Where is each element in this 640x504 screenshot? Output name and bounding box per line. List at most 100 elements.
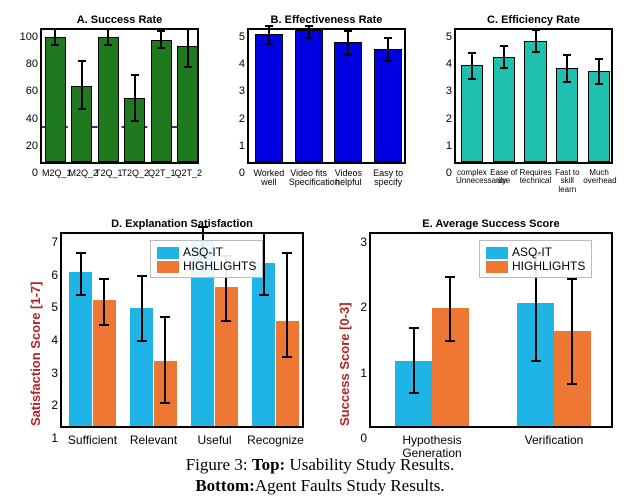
error-cap [344,30,352,32]
ytick: 2 [239,113,249,125]
ytick: 3 [239,85,249,97]
xtick: Fast toskill learn [551,169,583,194]
xtick: Videoshelpful [329,169,369,188]
error-bar [598,59,600,85]
ytick: 0 [32,167,42,179]
error-cap [78,108,86,110]
error-cap [221,320,231,322]
caption-line-2: Bottom:Agent Faults Study Results. [0,476,640,496]
xtick: complexUnnecessarily [456,169,488,186]
xtick: Requirestechnical [520,169,552,186]
bar [524,41,546,162]
xtick: T2Q_2 [122,169,149,178]
ytick: 2 [446,113,456,125]
error-cap [282,252,292,254]
ytick: 1 [446,140,456,152]
error-cap [76,294,86,296]
error-bar [571,279,573,384]
error-bar [134,75,136,121]
ylabel-D: Satisfaction Score [1-7] [28,230,43,426]
legend-swatch [157,247,179,259]
ytick: 1 [360,366,371,380]
panel-C: C. Efficiency Rate012345complexUnnecessa… [454,28,613,164]
error-cap [78,60,86,62]
error-bar [471,53,473,79]
ytick: 100 [20,31,42,43]
ytick: 6 [51,268,62,282]
legend-item: HIGHLIGHTS [486,259,585,273]
xtick: Relevant [123,434,184,447]
error-bar [54,29,56,45]
ytick: 40 [26,113,42,125]
error-cap [131,120,139,122]
legend-label: HIGHLIGHTS [183,259,256,273]
error-bar [107,29,109,45]
error-cap [532,51,540,53]
error-cap [131,74,139,76]
error-cap [563,54,571,56]
legend-label: HIGHLIGHTS [512,259,585,273]
xtick: Useful [184,434,245,447]
error-bar [449,277,451,341]
error-bar [503,46,505,68]
legend-item: ASQ-IT [157,245,256,259]
error-cap [137,275,147,277]
xtick: Recognize [245,434,306,447]
error-cap [305,25,313,27]
error-cap [468,52,476,54]
error-cap [567,278,577,280]
error-cap [445,276,455,278]
error-cap [160,316,170,318]
error-bar [268,26,270,44]
bar [151,40,172,162]
error-cap [305,37,313,39]
panel-title-E: E. Average Success Score [371,218,611,230]
error-bar [286,253,288,358]
ytick: 4 [446,58,456,70]
ytick: 1 [239,140,249,152]
error-cap [99,324,109,326]
error-cap [265,25,273,27]
xtick: T2Q_1 [95,169,122,178]
ytick: 2 [360,300,371,314]
error-cap [198,226,208,228]
bar [98,37,119,162]
bar [45,37,66,162]
ytick: 5 [446,31,456,43]
error-cap [445,340,455,342]
ytick: 80 [26,58,42,70]
xtick: Q2T_2 [175,169,202,178]
error-cap [104,28,112,30]
bar [255,34,283,162]
xtick: Workedwell [249,169,289,188]
figure: A. Success Rate020406080100M2Q_1M2Q_2T2Q… [0,0,640,504]
ytick: 3 [51,366,62,380]
error-cap [157,30,165,32]
error-cap [409,392,419,394]
error-bar [141,276,143,341]
error-bar [164,317,166,404]
error-bar [103,279,105,325]
xtick: Muchoverhead [583,169,615,186]
ytick: 4 [239,58,249,70]
error-cap [531,360,541,362]
ylabel-E: Success Score [0-3] [337,230,352,426]
error-cap [595,83,603,85]
panel-B: B. Effectiveness Rate012345WorkedwellVid… [247,28,406,164]
error-cap [409,327,419,329]
error-bar [80,253,82,295]
ytick: 4 [51,333,62,347]
error-cap [259,232,269,234]
error-cap [282,356,292,358]
error-cap [104,44,112,46]
xtick: Video fitsSpecification [289,169,329,188]
error-cap [265,43,273,45]
error-bar [187,29,189,67]
error-cap [595,58,603,60]
ytick: 0 [239,167,249,179]
ytick: 20 [26,140,42,152]
error-cap [184,28,192,30]
error-cap [51,44,59,46]
ytick: 3 [360,235,371,249]
bar [334,42,362,162]
